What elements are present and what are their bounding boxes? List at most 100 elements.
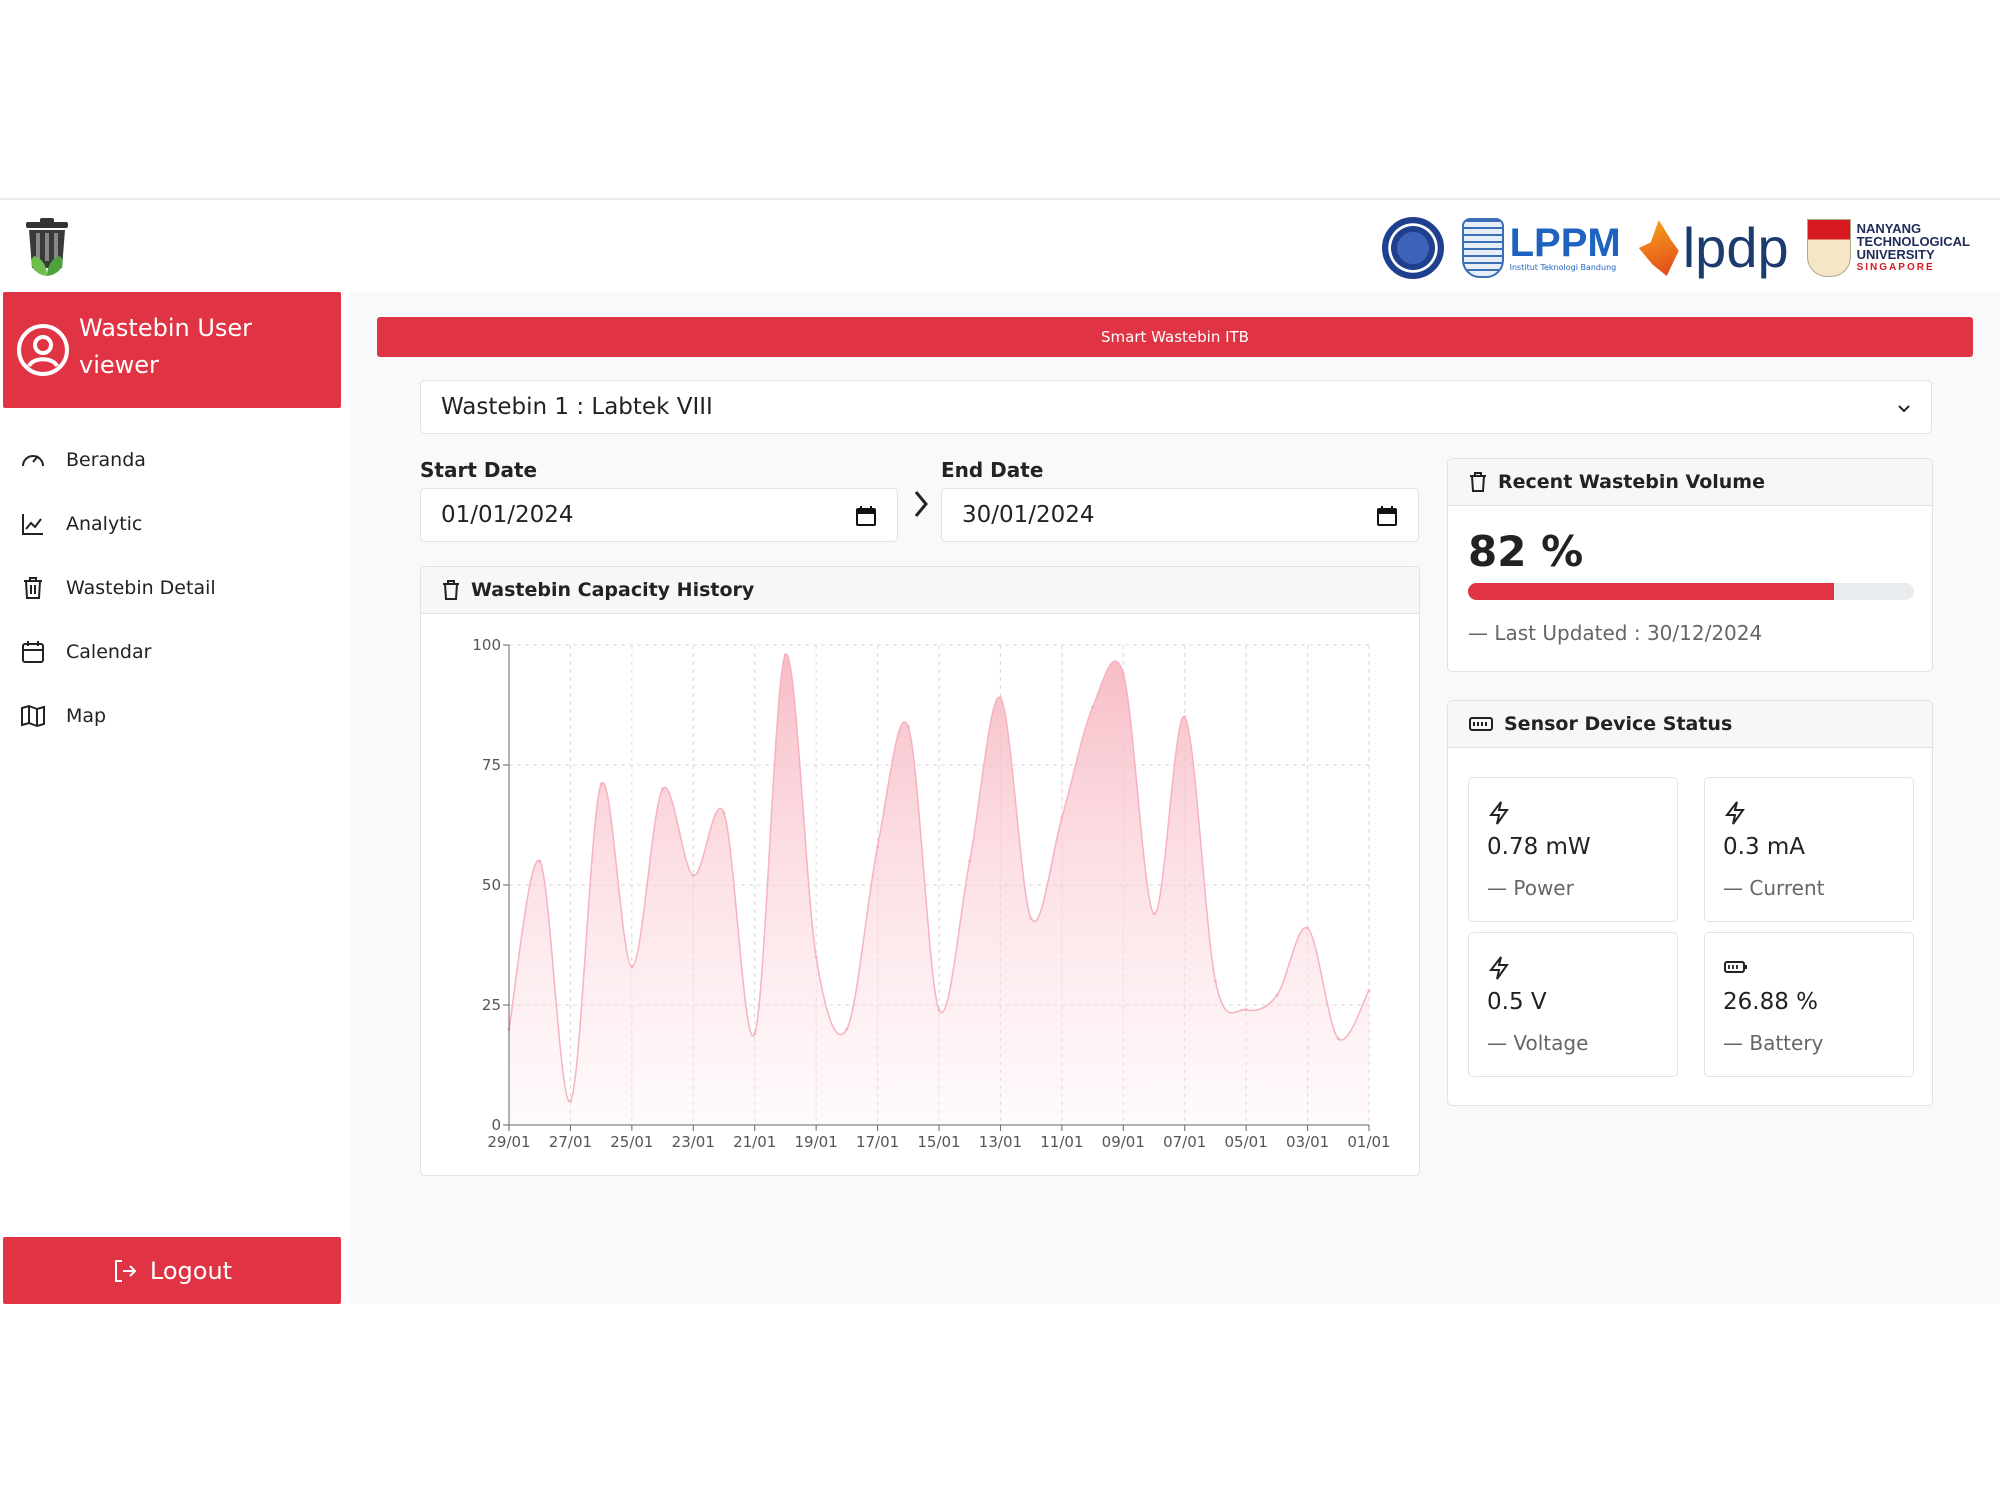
wastebin-logo-icon <box>26 218 68 276</box>
chevron-right-icon <box>914 491 928 517</box>
sidebar-item-wastebin-detail[interactable]: Wastebin Detail <box>20 556 340 620</box>
data-point <box>876 845 880 849</box>
data-point <box>753 1032 757 1036</box>
start-date-label: Start Date <box>420 458 538 482</box>
data-point <box>661 787 665 791</box>
lpdp-logo: lpdp <box>1638 216 1789 279</box>
sidebar-item-analytic[interactable]: Analytic <box>20 492 340 556</box>
calendar-picker-icon[interactable] <box>1376 505 1398 527</box>
capacity-history-header: Wastebin Capacity History <box>421 567 1419 614</box>
sidebar-item-map[interactable]: Map <box>20 684 340 748</box>
data-point <box>1213 979 1217 983</box>
logout-label: Logout <box>149 1256 233 1285</box>
data-point <box>568 1099 572 1103</box>
chevron-down-icon <box>1898 405 1910 413</box>
recent-volume-title: Recent Wastebin Volume <box>1498 471 1765 493</box>
data-point <box>906 725 910 729</box>
itb-seal-logo <box>1381 217 1444 279</box>
data-point <box>814 955 818 959</box>
end-date-input[interactable]: 30/01/2024 <box>941 488 1419 542</box>
data-point <box>845 1027 849 1031</box>
x-tick-label: 11/01 <box>1040 1133 1083 1151</box>
data-point <box>1091 705 1095 709</box>
capacity-area-chart: 0 25 50 75 100 29/01 27/01 25/01 23/01 21/01 19/01… <box>472 636 1390 1151</box>
x-tick-label: 17/01 <box>856 1133 899 1151</box>
calendar-picker-icon[interactable] <box>855 505 877 527</box>
x-tick-label: 19/01 <box>795 1133 838 1151</box>
x-tick-label: 25/01 <box>610 1133 653 1151</box>
capacity-area <box>509 654 1369 1125</box>
data-point <box>630 965 634 969</box>
x-tick-label: 05/01 <box>1225 1133 1268 1151</box>
wastebin-select[interactable]: Wastebin 1 : Labtek VIII <box>420 380 1932 434</box>
sensor-tile-voltage: 0.5 V — Voltage <box>1468 932 1678 1077</box>
sidebar-item-label: Wastebin Detail <box>66 577 216 599</box>
lppm-wordmark: LPPM <box>1509 221 1621 265</box>
sensor-value: 0.5 V <box>1487 989 1547 1015</box>
data-point <box>968 859 972 863</box>
lppm-subtitle: Institut Teknologi Bandung <box>1509 263 1617 272</box>
sidebar-nav: Beranda Analytic Wastebin Detail Calenda… <box>20 428 340 748</box>
capacity-history-card: Wastebin Capacity History 0 25 50 75 100 29/0… <box>420 566 1420 1176</box>
banner-title: Smart Wastebin ITB <box>377 317 1973 357</box>
lppm-crest-icon <box>1461 218 1504 278</box>
wastebin-select-value: Wastebin 1 : Labtek VIII <box>441 394 713 420</box>
flame-icon <box>1638 220 1679 276</box>
data-point <box>691 873 695 877</box>
user-name: Wastebin User viewer <box>79 314 253 379</box>
line-chart-icon <box>22 514 43 535</box>
data-point <box>1152 912 1156 916</box>
logout-button[interactable]: Logout <box>3 1237 341 1304</box>
lpdp-wordmark: lpdp <box>1682 216 1789 279</box>
sidebar: Wastebin User viewer Beranda Analytic Wa… <box>0 292 350 1304</box>
ntu-line-2: TECHNOLOGICAL <box>1856 233 1970 249</box>
ntu-line-3: UNIVERSITY <box>1856 246 1935 262</box>
sensor-status-header: Sensor Device Status <box>1448 701 1932 748</box>
sensor-value: 0.3 mA <box>1723 834 1806 860</box>
sensor-label: — Power <box>1487 876 1574 900</box>
x-tick-label: 27/01 <box>549 1133 592 1151</box>
sensor-label: — Battery <box>1723 1031 1824 1055</box>
data-point <box>1121 672 1125 676</box>
sidebar-item-calendar[interactable]: Calendar <box>20 620 340 684</box>
y-tick-label: 25 <box>482 996 501 1014</box>
y-tick-label: 50 <box>482 876 501 894</box>
recent-volume-header: Recent Wastebin Volume <box>1448 459 1932 506</box>
data-point <box>538 859 542 863</box>
x-tick-label: 13/01 <box>979 1133 1022 1151</box>
map-icon <box>21 704 45 728</box>
header: LPPM Institut Teknologi Bandung lpdp NAN… <box>0 200 2000 292</box>
sensor-label: — Current <box>1723 876 1825 900</box>
recent-volume-card: Recent Wastebin Volume 82 % — Last Updat… <box>1447 458 1933 672</box>
start-date-input[interactable]: 01/01/2024 <box>420 488 898 542</box>
main-content: Smart Wastebin ITB Wastebin 1 : Labtek V… <box>350 292 2000 1304</box>
top-divider <box>0 198 2000 200</box>
x-tick-label: 29/01 <box>487 1133 530 1151</box>
data-point <box>1244 1008 1248 1012</box>
sensor-tile-battery: 26.88 % — Battery <box>1704 932 1914 1077</box>
calendar-icon <box>22 641 44 663</box>
bolt-icon <box>1488 956 1509 980</box>
data-point <box>1306 926 1310 930</box>
y-tick-label: 75 <box>482 756 501 774</box>
volume-progress-bar <box>1468 583 1914 600</box>
data-point <box>998 696 1002 700</box>
page-bottom <box>0 1304 2000 1500</box>
sidebar-item-beranda[interactable]: Beranda <box>20 428 340 492</box>
sidebar-item-label: Beranda <box>66 449 146 471</box>
gauge-icon <box>22 455 44 467</box>
start-date-value: 01/01/2024 <box>441 502 574 528</box>
bolt-icon <box>1724 801 1745 825</box>
data-point <box>783 653 787 657</box>
ntu-crest-icon <box>1806 219 1851 277</box>
y-tick-label: 100 <box>472 636 501 654</box>
x-tick-label: 09/01 <box>1102 1133 1145 1151</box>
sensor-tile-power: 0.78 mW — Power <box>1468 777 1678 922</box>
data-point <box>937 1008 941 1012</box>
x-tick-label: 07/01 <box>1163 1133 1206 1151</box>
ntu-line-1: NANYANG <box>1856 220 1922 236</box>
user-circle-icon <box>17 324 69 376</box>
trash-icon <box>1470 472 1486 492</box>
end-date-value: 30/01/2024 <box>962 502 1095 528</box>
data-point <box>1336 1037 1340 1041</box>
